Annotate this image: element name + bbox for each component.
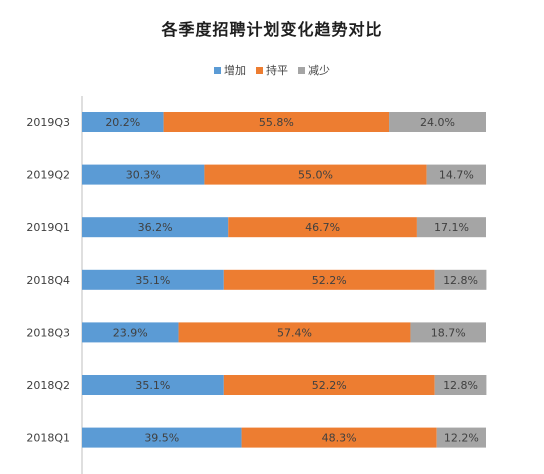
legend-item-increase: 增加 <box>214 62 246 78</box>
data-label: 12.2% <box>444 432 479 445</box>
bar-segment <box>410 322 486 343</box>
bar-segment <box>82 269 224 290</box>
bar-segment <box>434 375 487 395</box>
legend-swatch-increase <box>214 66 221 74</box>
data-label: 12.8% <box>443 379 478 392</box>
bar-segment <box>223 269 435 290</box>
data-label: 17.1% <box>434 221 469 234</box>
data-label: 35.1% <box>135 379 170 392</box>
y-tick-label: 2019Q3 <box>26 116 70 129</box>
bar-segment <box>178 322 411 343</box>
bar-segment <box>204 164 427 185</box>
data-label: 39.5% <box>144 432 179 445</box>
bar-segment <box>434 269 487 290</box>
data-label: 24.0% <box>420 116 455 129</box>
bar-segment <box>228 217 417 238</box>
bar-segment <box>82 217 229 238</box>
data-label: 12.8% <box>443 274 478 287</box>
bar-segment <box>163 112 390 132</box>
data-label: 36.2% <box>138 221 173 234</box>
bar-segment <box>389 112 486 132</box>
legend-label-flat: 持平 <box>266 64 288 77</box>
data-label: 30.3% <box>126 169 161 182</box>
data-label: 55.0% <box>298 169 333 182</box>
data-label: 18.7% <box>431 326 466 339</box>
data-label: 20.2% <box>105 116 140 129</box>
legend: 增加 持平 减少 <box>0 62 544 78</box>
bar-segment <box>82 164 205 185</box>
legend-label-decrease: 减少 <box>308 64 330 77</box>
y-tick-label: 2019Q2 <box>26 169 70 182</box>
bar-segment <box>82 375 224 395</box>
bar-segment <box>82 427 242 448</box>
legend-label-increase: 增加 <box>224 64 246 77</box>
data-label: 52.2% <box>312 379 347 392</box>
legend-swatch-decrease <box>298 66 305 74</box>
bar-segment <box>416 217 486 238</box>
bar-segment <box>241 427 437 448</box>
data-label: 23.9% <box>113 326 148 339</box>
bar-segment <box>223 375 435 395</box>
data-label: 57.4% <box>277 326 312 339</box>
legend-swatch-flat <box>256 66 263 74</box>
data-label: 48.3% <box>322 432 357 445</box>
data-label: 35.1% <box>135 274 170 287</box>
chart-title: 各季度招聘计划变化趋势对比 <box>161 20 383 39</box>
y-tick-label: 2018Q3 <box>26 326 70 339</box>
y-tick-label: 2018Q2 <box>26 379 70 392</box>
bar-segment <box>436 427 486 448</box>
data-label: 55.8% <box>259 116 294 129</box>
data-label: 52.2% <box>312 274 347 287</box>
bar-segment <box>426 164 486 185</box>
data-label: 14.7% <box>439 169 474 182</box>
data-label: 46.7% <box>305 221 340 234</box>
y-tick-label: 2019Q1 <box>26 221 70 234</box>
legend-item-decrease: 减少 <box>298 62 330 78</box>
bar-segment <box>82 322 179 343</box>
y-tick-label: 2018Q4 <box>26 274 70 287</box>
legend-item-flat: 持平 <box>256 62 288 78</box>
bar-segment <box>82 112 164 132</box>
y-tick-label: 2018Q1 <box>26 432 70 445</box>
